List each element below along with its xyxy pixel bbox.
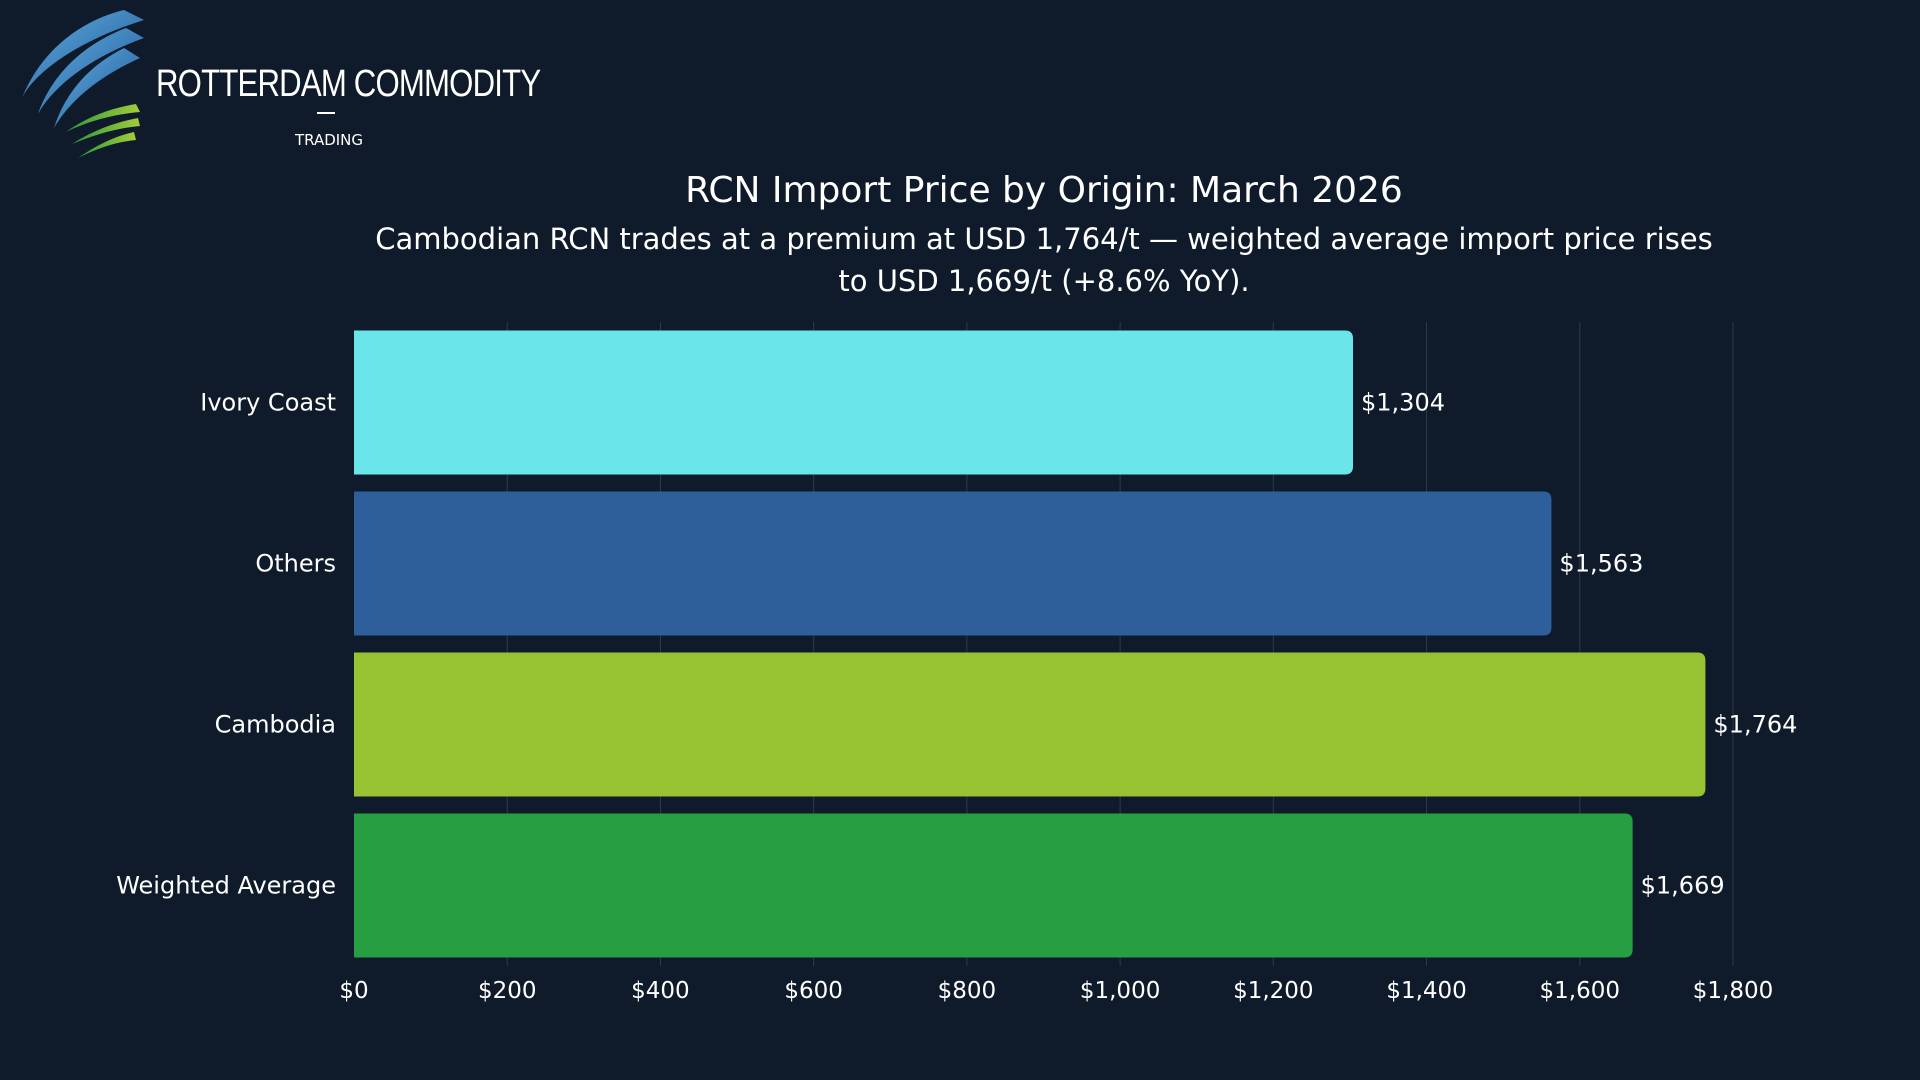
x-tick-label: $800 [938, 978, 997, 1004]
chart-subtitle: Cambodian RCN trades at a premium at USD… [375, 222, 1713, 298]
category-label: Cambodia [215, 711, 336, 739]
x-tick-label: $1,000 [1080, 978, 1160, 1004]
x-tick-label: $1,600 [1540, 978, 1620, 1004]
x-tick-label: $1,200 [1233, 978, 1313, 1004]
bar [354, 330, 1354, 475]
logo-divider [317, 112, 335, 114]
x-tick-label: $1,800 [1693, 978, 1773, 1004]
category-label: Weighted Average [116, 872, 336, 900]
data-label: $1,764 [1713, 711, 1797, 739]
data-label: $1,304 [1361, 389, 1445, 417]
chart-title: RCN Import Price by Origin: March 2026 [685, 170, 1403, 211]
x-tick-label: $200 [478, 978, 537, 1004]
data-label: $1,563 [1559, 550, 1643, 578]
x-tick-label: $1,400 [1386, 978, 1466, 1004]
bar [354, 491, 1552, 636]
bar [354, 652, 1706, 797]
company-logo: ROTTERDAM COMMODITY TRADING [16, 8, 541, 158]
bar [354, 813, 1633, 958]
logo-company-name: ROTTERDAM COMMODITY [156, 63, 541, 105]
x-tick-label: $400 [631, 978, 690, 1004]
category-label: Others [255, 550, 336, 578]
x-tick-label: $600 [784, 978, 843, 1004]
x-tick-label: $0 [339, 978, 368, 1004]
logo-mark-icon [22, 10, 144, 158]
data-label: $1,669 [1641, 872, 1725, 900]
category-label: Ivory Coast [200, 389, 336, 417]
logo-tagline: TRADING [294, 131, 364, 149]
